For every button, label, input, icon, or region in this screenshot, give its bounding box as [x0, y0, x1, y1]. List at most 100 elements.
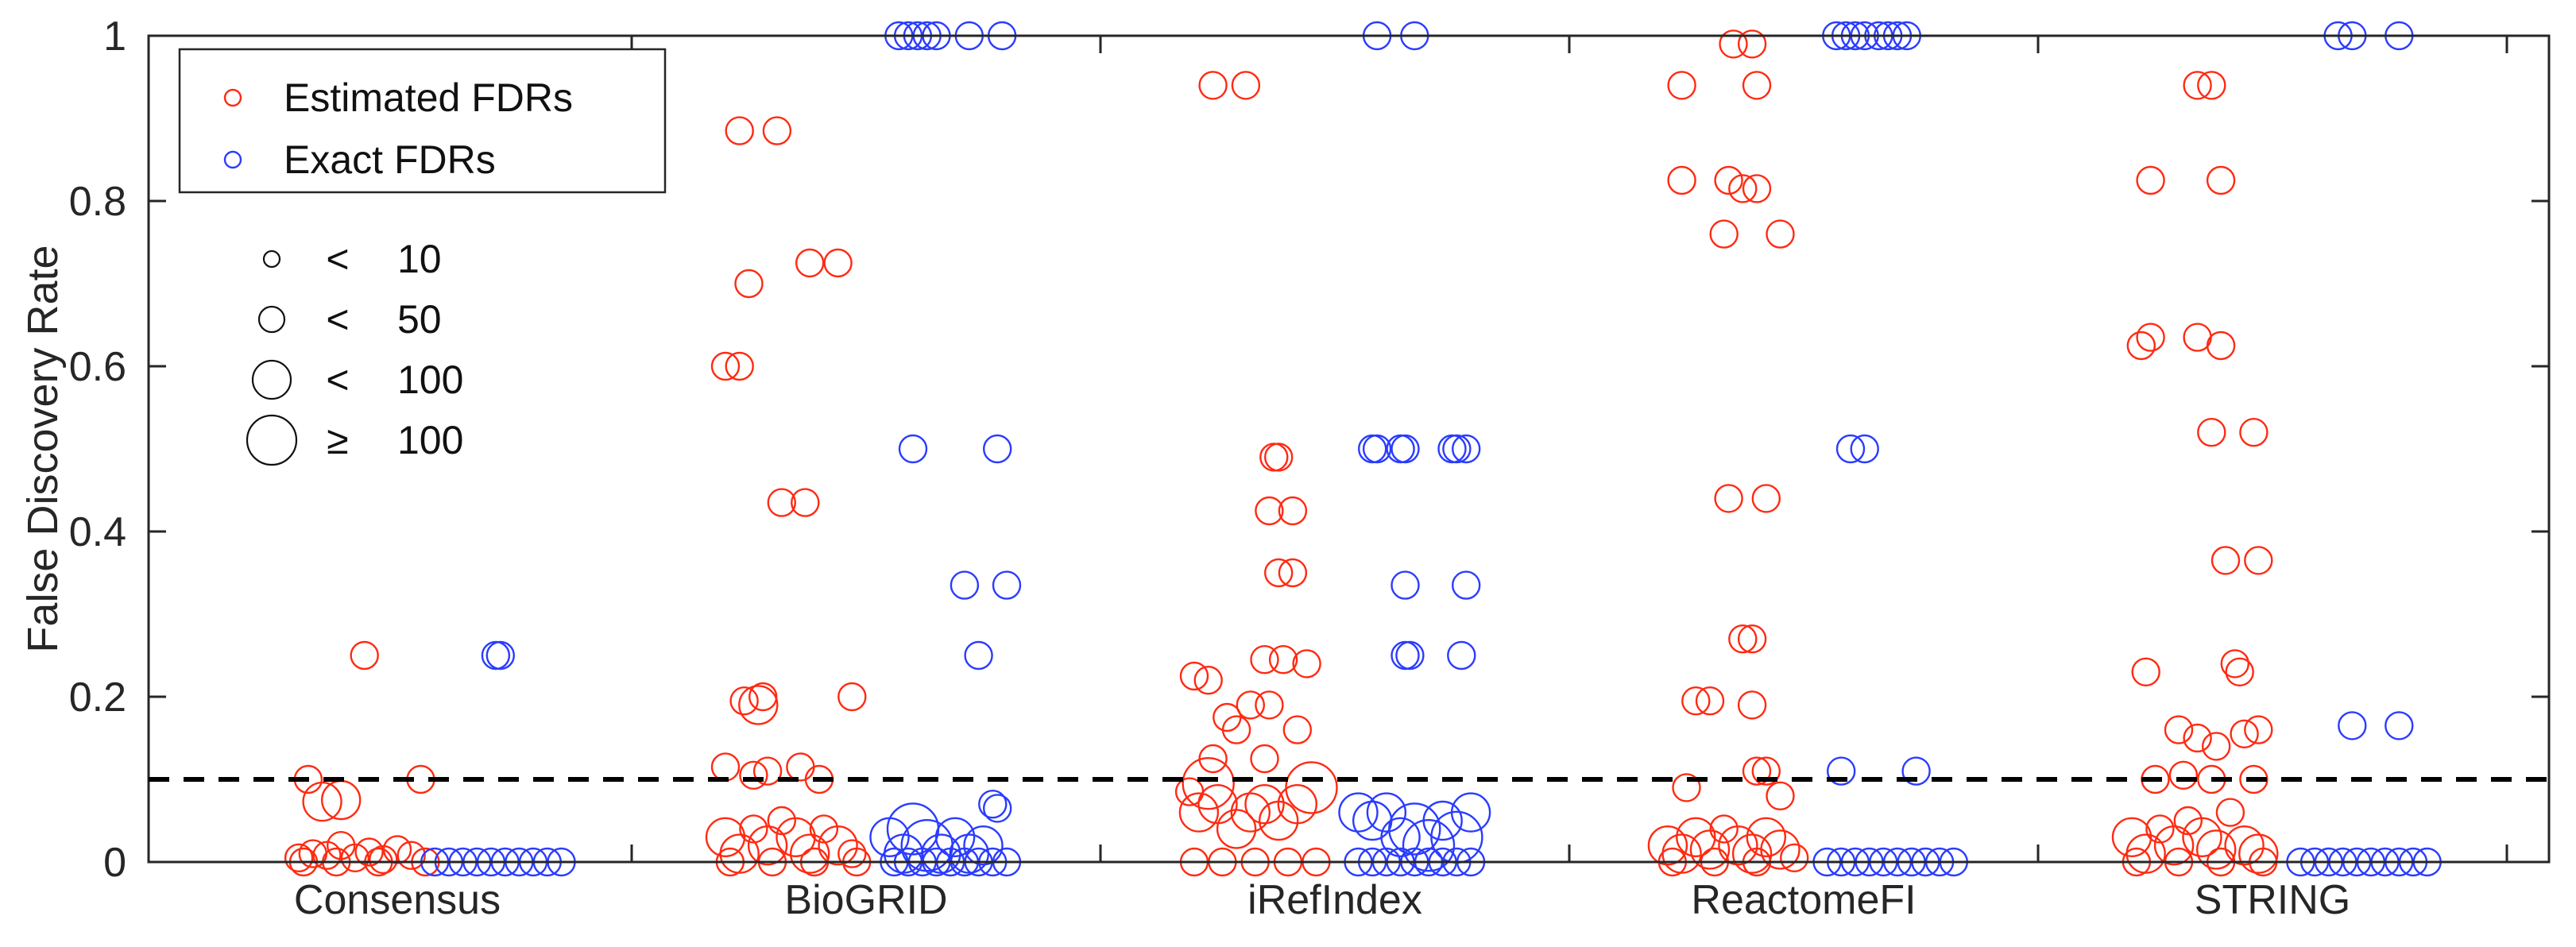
- legend-label-estimated: Estimated FDRs: [284, 75, 573, 120]
- data-point-estimated: [1178, 792, 1220, 833]
- y-tick-label: 0.8: [69, 179, 126, 225]
- data-point-estimated: [2164, 715, 2194, 744]
- data-point-exact: [950, 570, 980, 600]
- x-tick-label: ReactomeFI: [1691, 877, 1916, 923]
- data-point-estimated: [2238, 833, 2279, 874]
- data-point-estimated: [2210, 546, 2241, 575]
- data-point-estimated: [1719, 29, 1748, 59]
- size-legend-value: 50: [397, 297, 442, 342]
- data-point-estimated: [1714, 484, 1743, 513]
- data-point-exact: [978, 790, 1008, 819]
- data-point-estimated: [738, 685, 779, 725]
- data-point-estimated: [1231, 71, 1261, 100]
- data-point-exact: [1826, 756, 1856, 786]
- data-point-exact: [1850, 434, 1879, 464]
- data-point-estimated: [1737, 624, 1767, 654]
- data-point-estimated: [1751, 484, 1781, 513]
- data-point-estimated: [795, 248, 825, 278]
- legend-marker-estimated: [223, 88, 242, 107]
- data-point-estimated: [818, 825, 858, 866]
- x-tick-label: Consensus: [294, 877, 501, 923]
- data-point-estimated: [748, 682, 778, 712]
- size-legend-value: 100: [397, 358, 463, 402]
- data-point-estimated: [1250, 645, 1279, 674]
- data-point-exact: [1442, 434, 1472, 464]
- data-point-estimated: [739, 760, 768, 790]
- data-point-estimated: [2201, 732, 2231, 761]
- data-point-estimated: [2197, 418, 2226, 447]
- data-point-estimated: [302, 781, 342, 822]
- data-point-exact: [1380, 817, 1421, 858]
- data-point-exact: [992, 570, 1022, 600]
- size-legend-value: 100: [397, 418, 463, 462]
- data-point-estimated: [2244, 546, 2273, 575]
- data-point-estimated: [1746, 817, 1787, 858]
- data-point-estimated: [710, 351, 741, 381]
- data-point-estimated: [725, 116, 754, 145]
- data-point-estimated: [1718, 825, 1758, 866]
- data-point-estimated: [2244, 715, 2273, 744]
- data-point-estimated: [1667, 165, 1696, 195]
- data-point-estimated: [2215, 798, 2245, 827]
- size-legend-marker: [246, 414, 298, 466]
- x-tick-label: STRING: [2195, 877, 2350, 923]
- data-point-exact: [1390, 434, 1420, 464]
- data-point-exact: [963, 825, 1004, 866]
- data-point-estimated: [1282, 715, 1313, 744]
- data-point-estimated: [837, 839, 867, 868]
- data-point-estimated: [2239, 764, 2269, 794]
- y-axis-title: False Discovery Rate: [19, 245, 67, 652]
- data-point-estimated: [354, 837, 384, 867]
- data-point-estimated: [1681, 686, 1711, 716]
- data-point-exact: [1362, 434, 1392, 464]
- data-point-estimated: [1278, 496, 1308, 526]
- data-point-estimated: [725, 351, 754, 381]
- data-point-exact: [1366, 792, 1407, 833]
- data-point-estimated: [2206, 165, 2236, 195]
- data-point-estimated: [350, 640, 379, 671]
- data-point-estimated: [1236, 690, 1266, 720]
- data-point-estimated: [2136, 323, 2165, 352]
- data-point-estimated: [2225, 657, 2254, 686]
- data-point-exact: [1447, 640, 1476, 671]
- data-point-estimated: [1667, 71, 1696, 100]
- size-legend-value: 10: [397, 237, 442, 281]
- data-point-estimated: [1230, 792, 1271, 833]
- data-point-estimated: [396, 841, 426, 870]
- data-point-estimated: [729, 686, 759, 716]
- data-point-estimated: [1647, 825, 1688, 866]
- legend-box: [178, 48, 667, 194]
- y-tick-label: 0: [103, 840, 126, 886]
- data-point-estimated: [1672, 773, 1701, 802]
- data-point-exact: [1450, 792, 1491, 833]
- data-point-estimated: [2195, 829, 2237, 870]
- data-point-exact: [898, 434, 928, 464]
- data-point-estimated: [2183, 71, 2212, 100]
- data-point-estimated: [2145, 814, 2175, 844]
- data-point-estimated: [734, 269, 764, 299]
- size-legend-marker: [262, 249, 281, 269]
- data-point-exact: [982, 434, 1012, 464]
- data-point-exact: [964, 640, 993, 671]
- data-point-estimated: [2182, 817, 2222, 858]
- data-point-estimated: [340, 843, 370, 873]
- data-point-estimated: [1751, 756, 1781, 786]
- data-point-exact: [1901, 756, 1931, 786]
- data-point-estimated: [1179, 661, 1209, 691]
- size-legend-marker: [251, 359, 292, 400]
- data-point-estimated: [837, 682, 867, 712]
- data-point-estimated: [1292, 649, 1321, 678]
- data-point-exact: [2385, 711, 2414, 740]
- data-point-exact: [1338, 792, 1379, 833]
- data-point-exact: [1388, 802, 1441, 856]
- data-point-estimated: [1244, 784, 1285, 825]
- data-point-estimated: [1268, 645, 1298, 674]
- data-point-exact: [1451, 434, 1481, 464]
- data-point-estimated: [1255, 496, 1284, 526]
- data-point-estimated: [1198, 71, 1228, 100]
- data-point-estimated: [1728, 174, 1758, 203]
- data-point-estimated: [1250, 744, 1279, 774]
- data-point-estimated: [2230, 719, 2259, 748]
- y-tick-label: 1: [103, 14, 126, 60]
